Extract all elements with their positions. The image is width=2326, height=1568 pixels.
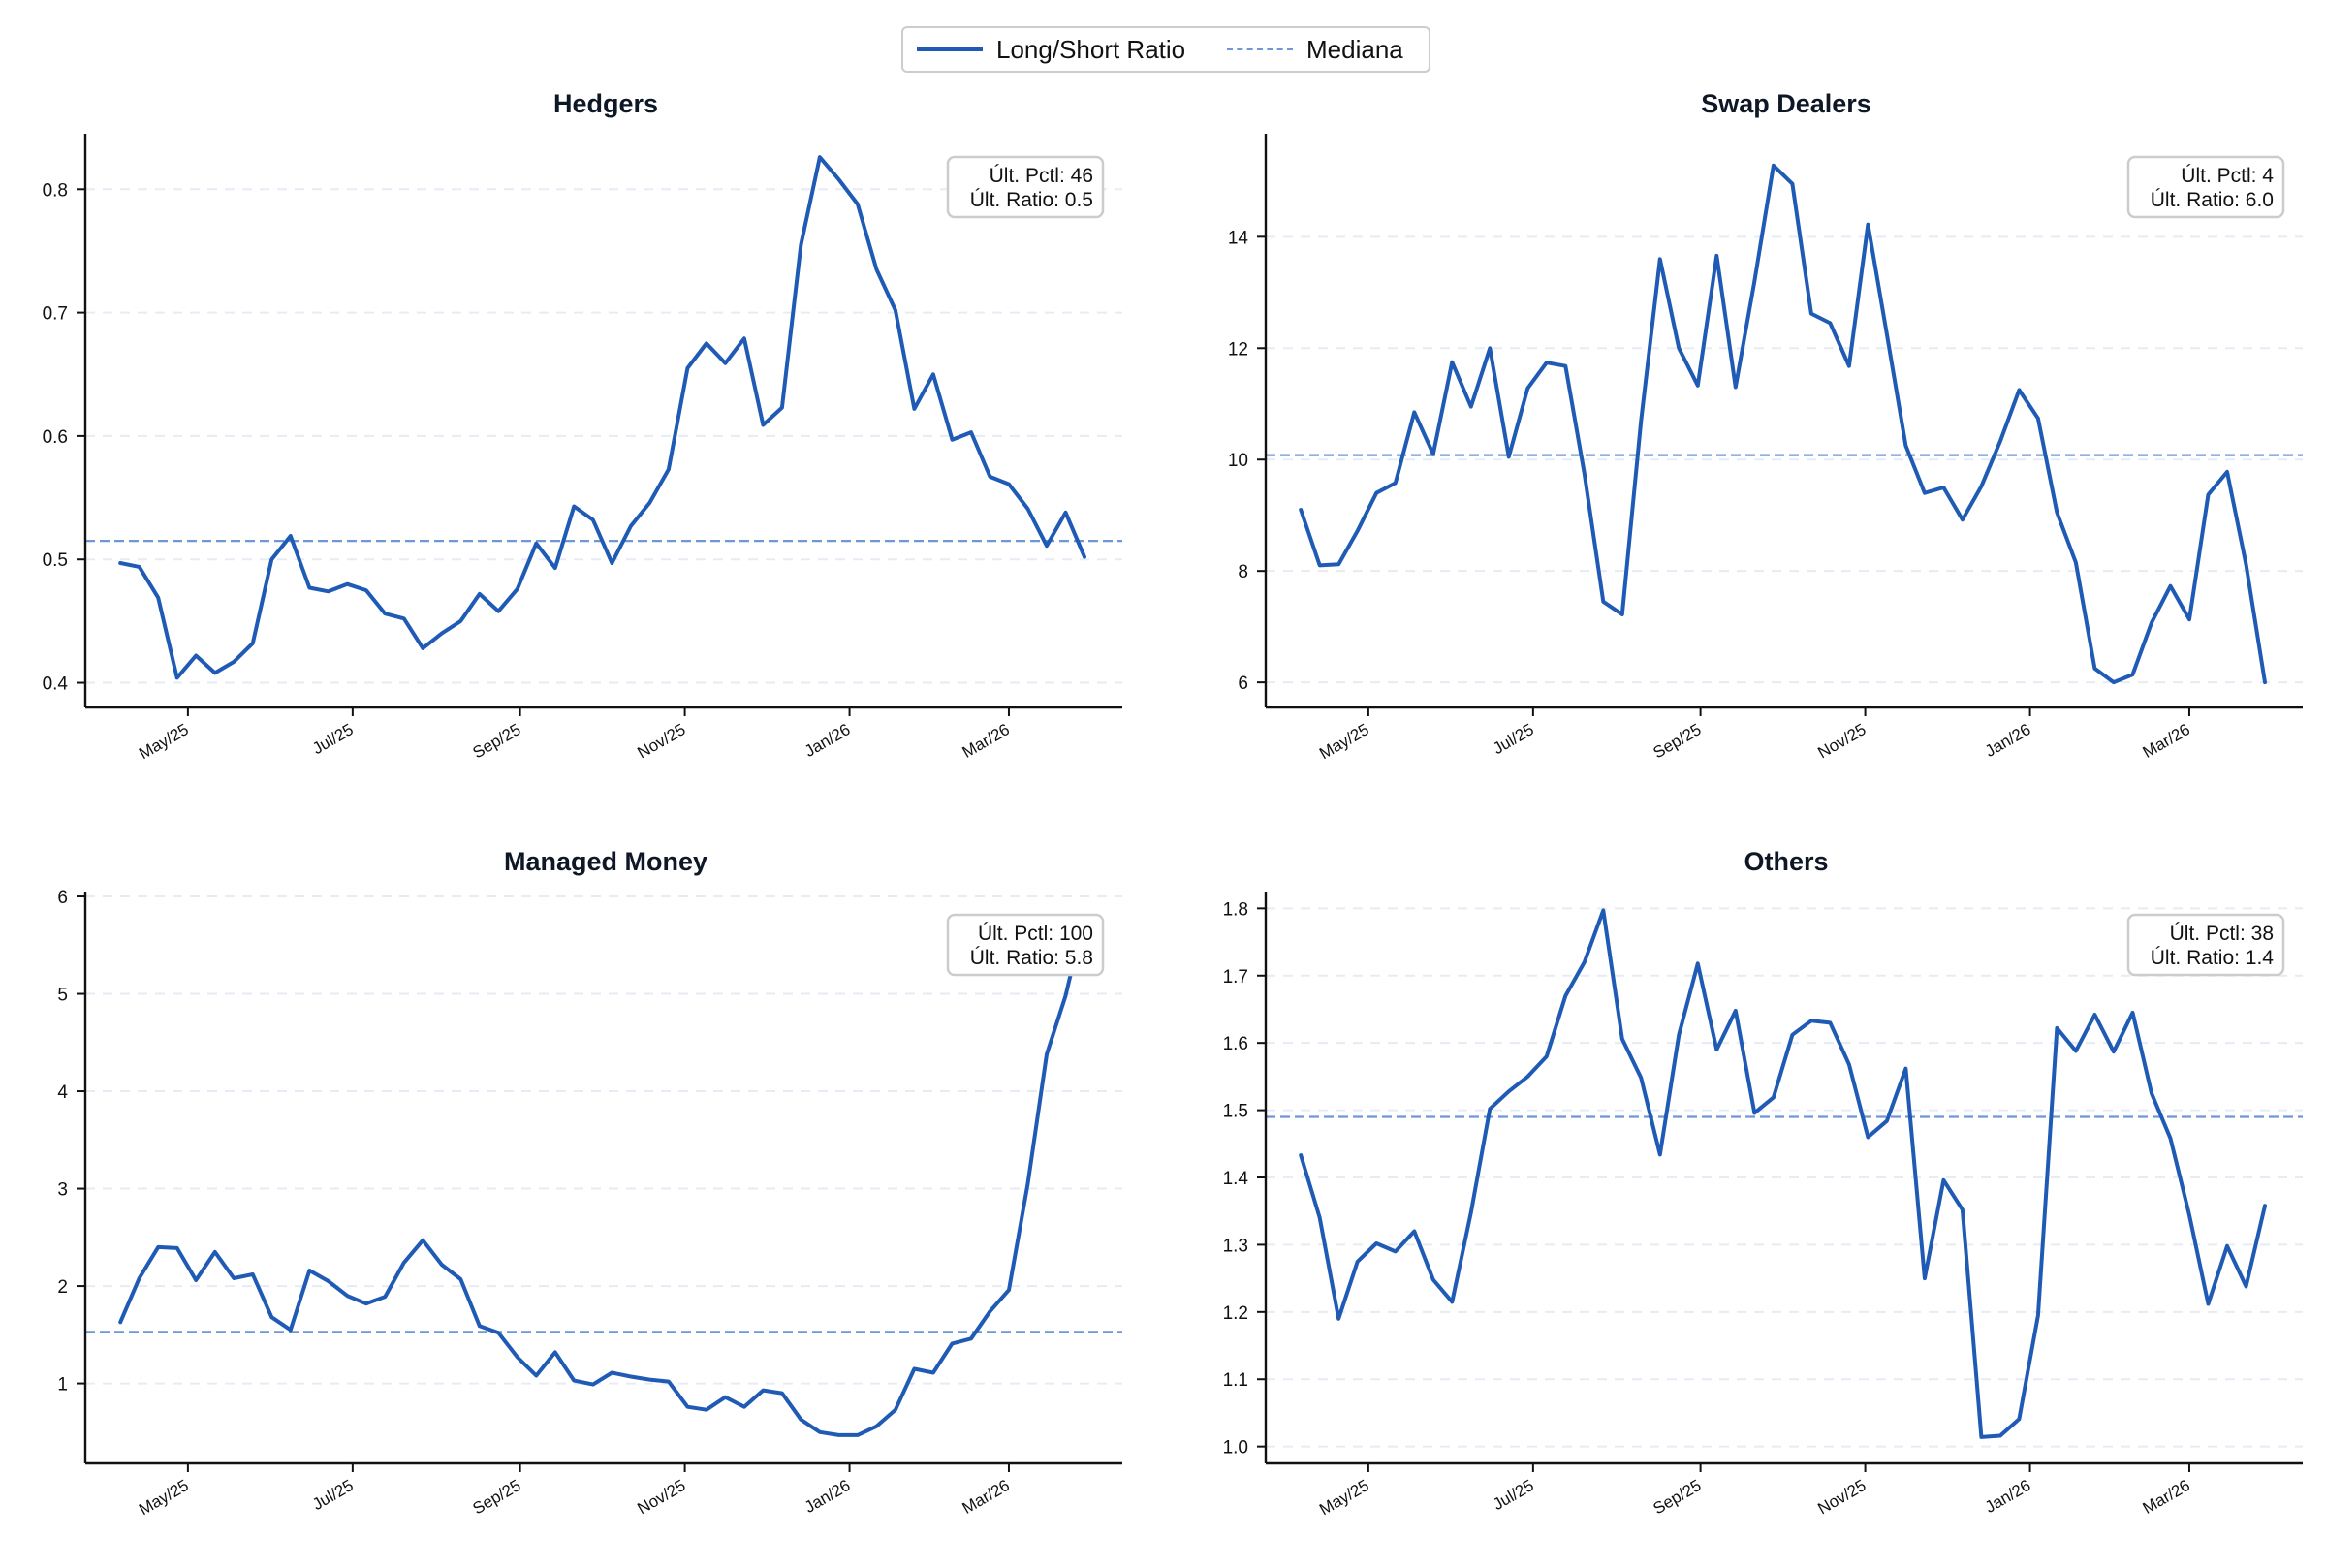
x-tick-label: Nov/25 <box>1814 1476 1869 1518</box>
annotation-pctl: Últ. Pctl: 4 <box>2181 165 2274 187</box>
y-tick-label: 3 <box>57 1180 68 1201</box>
panel-others: 1.0 1.1 1.2 1.3 1.4 1.5 1.6 1.7 1.8 May/25 Jul/25 S… <box>1223 847 2303 1519</box>
x-tick-label: Jul/25 <box>309 1476 357 1514</box>
annotation-pctl: Últ. Pctl: 100 <box>978 923 1093 945</box>
x-tick-label: Mar/26 <box>2140 1476 2193 1518</box>
x-tick-label: Jan/26 <box>802 1476 854 1517</box>
y-tick-label: 8 <box>1238 562 1248 582</box>
panel-title: Swap Dealers <box>1701 89 1871 118</box>
annotation-box <box>2126 913 2285 977</box>
y-tick-label: 5 <box>57 986 68 1006</box>
y-tick-label: 1.0 <box>1223 1438 1248 1458</box>
x-tick-label: Jan/26 <box>1982 1476 2034 1517</box>
legend-series-swatch <box>917 47 983 51</box>
y-tick-label: 6 <box>1238 674 1248 694</box>
annotation-box <box>2126 155 2285 219</box>
x-tick-label: Sep/25 <box>1650 720 1704 762</box>
annotation-box <box>946 913 1105 977</box>
panel-title: Others <box>1744 847 1828 876</box>
y-tick-label: 6 <box>57 888 68 908</box>
legend: Long/Short Ratio Mediana <box>901 26 1430 73</box>
y-tick-label: 0.6 <box>43 427 68 448</box>
x-tick-label: Nov/25 <box>634 720 688 762</box>
series-line-long-short-ratio <box>118 914 1086 1437</box>
legend-item-median: Mediana <box>1227 28 1403 71</box>
y-tick-label: 12 <box>1228 339 1248 360</box>
y-tick-label: 0.8 <box>43 180 68 201</box>
panel-swap-dealers: 6 8 10 12 14 May/25 Jul/25 Sep/25 Nov/25 Jan/26 Ma… <box>1228 89 2303 763</box>
panel-managed-money: 1 2 3 4 5 6 May/25 Jul/25 Sep/25 Nov/25 Jan/26 Mar/… <box>57 847 1122 1519</box>
y-tick-label: 1 <box>57 1375 68 1396</box>
x-tick-label: Mar/26 <box>959 720 1013 762</box>
x-tick-label: Jan/26 <box>802 720 854 761</box>
series-line-long-short-ratio <box>1299 163 2267 685</box>
x-tick-label: Nov/25 <box>634 1476 688 1518</box>
y-tick-label: 1.8 <box>1223 899 1248 920</box>
y-tick-label: 1.3 <box>1223 1236 1248 1256</box>
x-tick-label: Nov/25 <box>1814 720 1869 762</box>
y-tick-label: 1.7 <box>1223 967 1248 988</box>
x-tick-label: May/25 <box>1316 720 1372 763</box>
y-tick-label: 0.5 <box>43 550 68 571</box>
y-tick-label: 1.6 <box>1223 1034 1248 1054</box>
y-tick-label: 14 <box>1228 228 1249 248</box>
x-tick-label: Sep/25 <box>469 1476 523 1518</box>
y-tick-label: 1.1 <box>1223 1370 1248 1391</box>
y-tick-label: 10 <box>1228 451 1248 471</box>
legend-series-label: Long/Short Ratio <box>996 34 1186 64</box>
x-tick-label: Mar/26 <box>959 1476 1013 1518</box>
annotation-pctl: Últ. Pctl: 38 <box>2170 923 2274 945</box>
x-tick-label: Jul/25 <box>1490 1476 1537 1514</box>
x-tick-label: May/25 <box>136 1476 192 1519</box>
x-tick-label: Jan/26 <box>1982 720 2034 761</box>
annotation-pctl: Últ. Pctl: 46 <box>990 165 1093 187</box>
x-tick-label: Jul/25 <box>309 720 357 758</box>
x-tick-label: Jul/25 <box>1490 720 1537 758</box>
y-tick-label: 1.5 <box>1223 1102 1248 1122</box>
annotation-ratio: Últ. Ratio: 6.0 <box>2151 189 2274 211</box>
x-tick-label: May/25 <box>1316 1476 1372 1519</box>
panel-title: Hedgers <box>553 89 658 118</box>
legend-item-series: Long/Short Ratio <box>917 28 1185 71</box>
panel-hedgers: 0.4 0.5 0.6 0.7 0.8 May/25 Jul/25 Sep/25 Nov/25 J… <box>43 89 1122 763</box>
annotation-box <box>946 155 1105 219</box>
x-tick-label: Sep/25 <box>1650 1476 1704 1518</box>
legend-median-label: Mediana <box>1306 34 1403 64</box>
y-tick-label: 1.2 <box>1223 1303 1248 1324</box>
y-tick-label: 4 <box>57 1082 68 1103</box>
x-tick-label: May/25 <box>136 720 192 763</box>
y-tick-label: 2 <box>57 1277 68 1298</box>
y-tick-label: 1.4 <box>1223 1169 1249 1189</box>
legend-median-swatch <box>1227 48 1293 50</box>
series-line-long-short-ratio <box>118 155 1086 680</box>
series-line-long-short-ratio <box>1299 908 2267 1439</box>
x-tick-label: Mar/26 <box>2140 720 2193 762</box>
annotation-ratio: Últ. Ratio: 5.8 <box>970 947 1093 969</box>
panel-title: Managed Money <box>504 847 707 876</box>
annotation-ratio: Últ. Ratio: 0.5 <box>970 189 1093 211</box>
y-tick-label: 0.4 <box>43 674 69 695</box>
annotation-ratio: Últ. Ratio: 1.4 <box>2151 947 2275 969</box>
y-tick-label: 0.7 <box>43 304 68 325</box>
x-tick-label: Sep/25 <box>469 720 523 762</box>
